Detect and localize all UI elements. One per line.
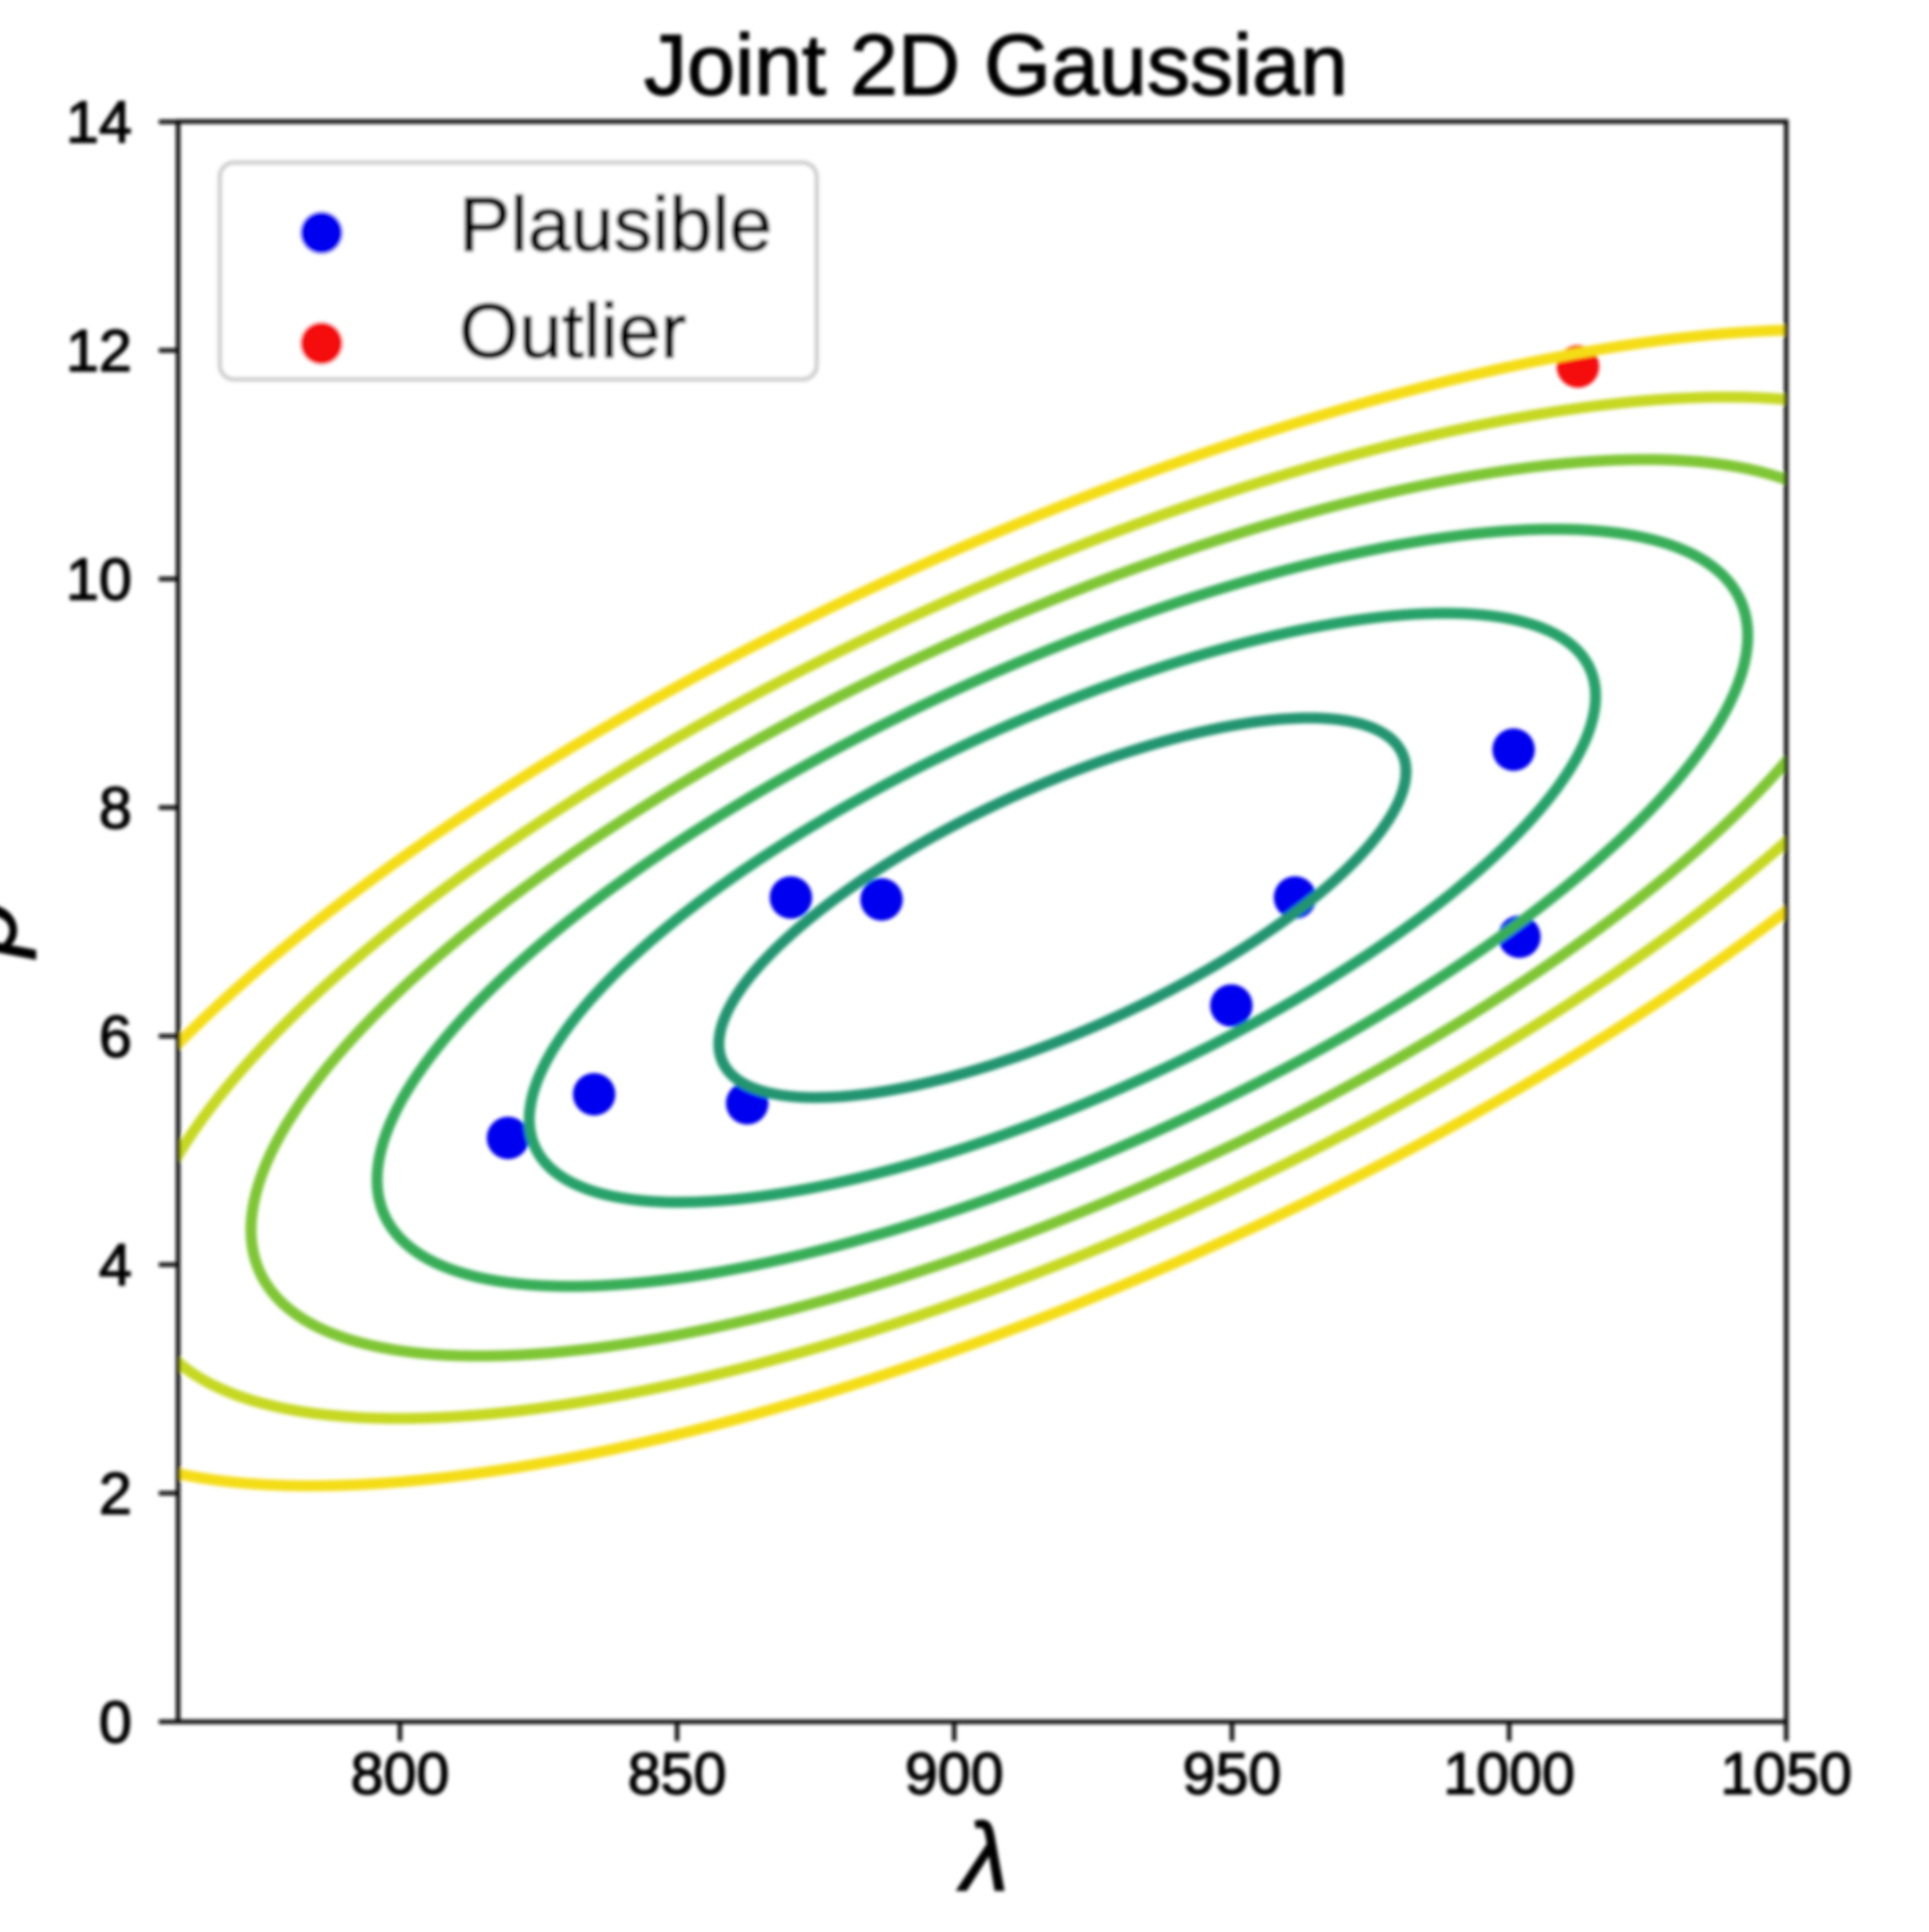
svg-text:0: 0 xyxy=(99,1690,132,1755)
svg-text:4: 4 xyxy=(99,1232,132,1298)
svg-text:10: 10 xyxy=(66,547,132,613)
svg-text:8: 8 xyxy=(99,775,132,841)
svg-text:ρ: ρ xyxy=(0,901,36,959)
svg-text:14: 14 xyxy=(66,90,132,156)
svg-text:950: 950 xyxy=(1182,1741,1281,1807)
svg-text:1000: 1000 xyxy=(1444,1741,1575,1807)
svg-text:900: 900 xyxy=(905,1741,1004,1807)
svg-text:1050: 1050 xyxy=(1721,1741,1852,1807)
svg-text:800: 800 xyxy=(350,1741,449,1807)
svg-text:2: 2 xyxy=(99,1461,132,1527)
svg-text:850: 850 xyxy=(628,1741,727,1807)
svg-text:12: 12 xyxy=(66,318,132,384)
svg-text:Outlier: Outlier xyxy=(459,288,686,374)
svg-text:Plausible: Plausible xyxy=(459,181,772,267)
svg-text:Joint 2D Gaussian: Joint 2D Gaussian xyxy=(644,17,1348,113)
svg-text:λ: λ xyxy=(957,1803,1009,1911)
svg-text:6: 6 xyxy=(99,1004,132,1070)
